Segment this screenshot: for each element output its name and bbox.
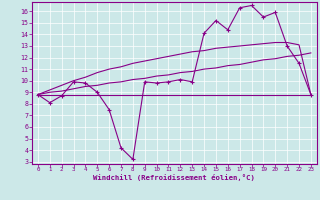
X-axis label: Windchill (Refroidissement éolien,°C): Windchill (Refroidissement éolien,°C): [93, 174, 255, 181]
